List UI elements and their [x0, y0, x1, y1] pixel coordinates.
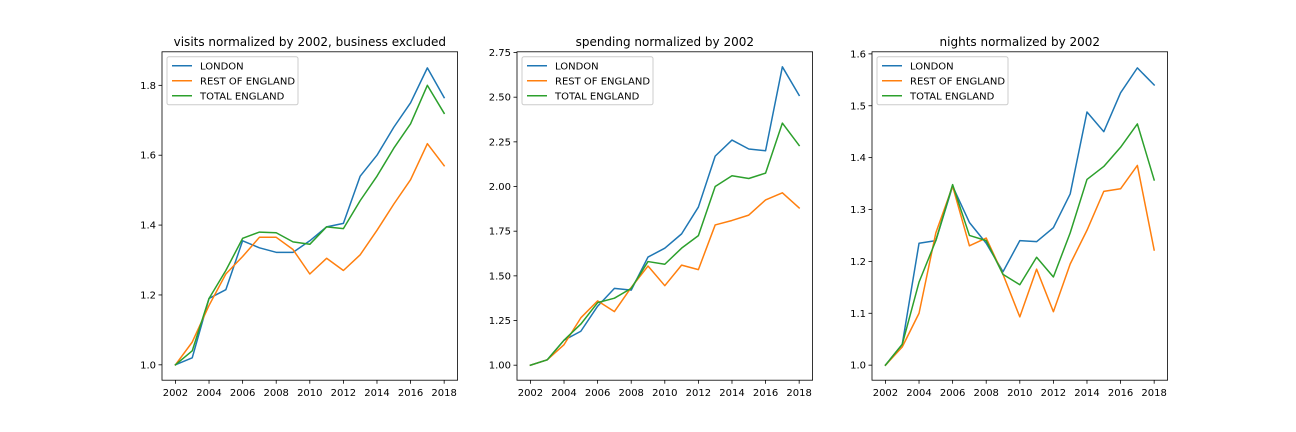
series-line-rest-of-england: [884, 164, 1156, 367]
y-tick-label: 2.50: [489, 93, 511, 104]
x-tick-label: 2010: [297, 388, 322, 399]
subplot-2: 2002 2004 2006 2008 2010 2012 2014 2016 2018 1.00…: [489, 35, 814, 399]
x-tick-label: 2014: [364, 388, 389, 399]
x-tick-label: 2006: [230, 388, 255, 399]
y-tick-label: 2.00: [489, 182, 511, 193]
axes-frame: [516, 51, 814, 381]
x-tick-label: 2004: [906, 388, 931, 399]
x-tick-label: 2010: [652, 388, 677, 399]
x-tick-label: 2006: [585, 388, 610, 399]
y-tick-label: 2.25: [489, 137, 511, 148]
series-line-london: [174, 67, 446, 366]
chart-title: nights normalized by 2002: [940, 35, 1101, 49]
y-tick-label: 1.6: [140, 151, 156, 162]
y-tick-label: 1.25: [489, 316, 511, 327]
series-line-total-england: [529, 122, 801, 367]
y-tick-label: 1.5: [850, 101, 866, 112]
x-tick-label: 2018: [786, 388, 811, 399]
x-tick-label: 2016: [398, 388, 423, 399]
x-tick-label: 2014: [719, 388, 744, 399]
y-tick-label: 2.75: [489, 48, 511, 59]
x-tick-label: 2002: [518, 388, 543, 399]
legend-entry: REST OF ENGLAND: [910, 76, 1005, 87]
legend-entry: TOTAL ENGLAND: [554, 91, 640, 102]
legend-box: [166, 56, 299, 106]
y-tick-label: 1.4: [850, 153, 866, 164]
x-tick-label: 2014: [1074, 388, 1099, 399]
axes-frame: [161, 51, 459, 381]
legend-box: [876, 56, 1009, 106]
series-line-london: [529, 66, 801, 367]
series-line-rest-of-england: [174, 142, 446, 366]
axes-frame: [871, 51, 1169, 381]
legend: LONDON REST OF ENGLAND TOTAL ENGLAND: [521, 56, 654, 106]
legend-entry: REST OF ENGLAND: [200, 76, 295, 87]
y-tick-label: 1.4: [140, 221, 156, 232]
legend-box: [521, 56, 654, 106]
y-tick-label: 1.0: [850, 361, 866, 372]
y-tick-label: 1.1: [850, 309, 866, 320]
legend-entry: TOTAL ENGLAND: [199, 91, 285, 102]
series-line-total-england: [884, 123, 1156, 367]
legend-entry: REST OF ENGLAND: [555, 76, 650, 87]
legend-entry: LONDON: [555, 61, 599, 72]
subplot-3: 2002 2004 2006 2008 2010 2012 2014 2016 2018 1.0 1…: [850, 35, 1169, 399]
y-tick-label: 1.75: [489, 227, 511, 238]
x-tick-label: 2006: [940, 388, 965, 399]
y-tick-label: 1.2: [140, 290, 156, 301]
x-tick-label: 2012: [1041, 388, 1066, 399]
x-tick-label: 2008: [973, 388, 998, 399]
legend: LONDON REST OF ENGLAND TOTAL ENGLAND: [876, 56, 1009, 106]
legend-entry: LONDON: [910, 61, 954, 72]
y-tick-label: 1.3: [850, 205, 866, 216]
x-tick-label: 2016: [1108, 388, 1133, 399]
y-tick-label: 1.0: [140, 360, 156, 371]
y-tick-label: 1.6: [850, 49, 866, 60]
x-tick-label: 2012: [331, 388, 356, 399]
x-tick-label: 2008: [263, 388, 288, 399]
x-tick-label: 2002: [163, 388, 188, 399]
chart-title: visits normalized by 2002, business excl…: [174, 35, 446, 49]
x-tick-label: 2018: [1141, 388, 1166, 399]
y-tick-label: 1.2: [850, 257, 866, 268]
x-tick-label: 2004: [196, 388, 221, 399]
x-tick-label: 2010: [1007, 388, 1032, 399]
y-tick-label: 1.50: [489, 271, 511, 282]
series-line-rest-of-england: [529, 192, 801, 367]
x-tick-label: 2002: [873, 388, 898, 399]
x-tick-label: 2008: [618, 388, 643, 399]
subplot-1: 2002 2004 2006 2008 2010 2012 2014 2016 2018 1.0 1…: [140, 35, 459, 399]
y-tick-label: 1.00: [489, 361, 511, 372]
legend-entry: LONDON: [200, 61, 244, 72]
legend: LONDON REST OF ENGLAND TOTAL ENGLAND: [166, 56, 299, 106]
series-line-total-england: [174, 84, 446, 366]
y-tick-label: 1.8: [140, 81, 156, 92]
x-tick-label: 2012: [686, 388, 711, 399]
x-tick-label: 2018: [431, 388, 456, 399]
chart-title: spending normalized by 2002: [576, 35, 754, 49]
legend-entry: TOTAL ENGLAND: [909, 91, 995, 102]
x-tick-label: 2016: [753, 388, 778, 399]
x-tick-label: 2004: [551, 388, 576, 399]
series-line-london: [884, 67, 1156, 367]
